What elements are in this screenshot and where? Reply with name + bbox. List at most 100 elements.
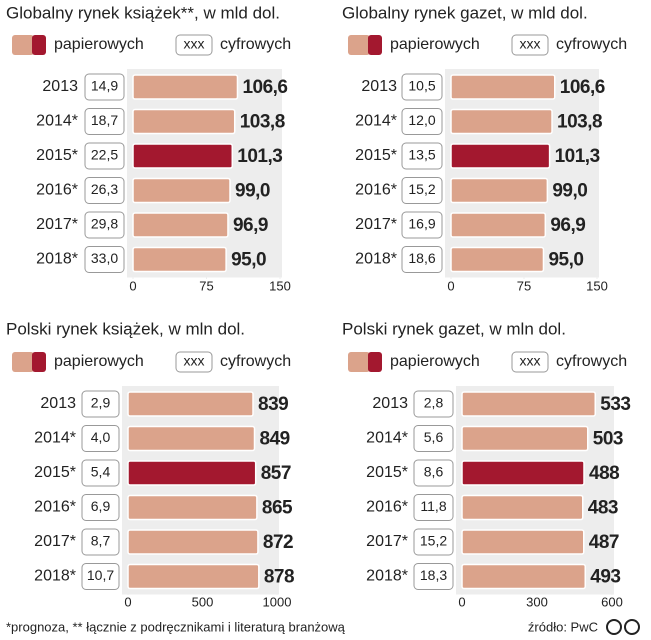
digital-box [401,177,443,204]
plot-background [445,69,599,278]
digital-box [81,563,120,590]
year-label: 2017* [36,216,78,233]
bar [450,143,551,169]
bar [127,529,259,555]
bar [132,143,234,169]
value-label: 103,8 [557,112,602,133]
legend-label: cyfrowych [556,36,627,53]
year-label: 2015* [34,464,76,481]
year-label: 2018* [36,251,78,268]
digital-box [413,528,454,556]
legend-swatch [32,35,46,55]
bar [132,177,231,204]
legend-sample: xxx [184,36,205,52]
year-label: 2016* [34,499,76,516]
bar [461,425,589,452]
panel: Polski rynek książek, w mln dol. papierow… [6,319,295,609]
footnote: *prognoza, ** łącznie z podręcznikami i … [6,619,346,634]
digital-value: 15,2 [408,181,435,197]
year-label: 2013 [372,395,408,412]
digital-box [413,425,454,452]
digital-value: 18,3 [420,567,447,583]
value-label: 99,0 [552,181,587,202]
digital-box [84,246,125,273]
bar [461,460,585,486]
value-label: 95,0 [548,250,583,271]
chart-title: Globalny rynek książek**, w mld dol. [6,3,280,22]
digital-value: 13,5 [408,147,435,163]
year-label: 2018* [366,568,408,585]
cc-logo [606,619,640,635]
year-label: 2018* [34,568,76,585]
legend-label: papierowych [390,36,480,53]
digital-value: 22,5 [91,147,118,163]
digital-box [84,177,125,204]
value-label: 503 [593,429,623,450]
digital-value: 29,8 [91,216,118,232]
digital-value: 4,0 [91,429,111,445]
digital-box [81,390,120,418]
legend-label: papierowych [54,36,144,53]
value-label: 839 [258,394,288,415]
digital-box [401,246,443,273]
digital-box [81,459,120,487]
x-tick-label: 75 [517,278,531,293]
bar [132,246,227,273]
bar [450,246,545,273]
digital-value: 8,7 [91,533,111,549]
x-tick-label: 600 [601,594,623,609]
digital-box [81,528,120,556]
panel: Polski rynek gazet, w mln dol. papierowyc… [342,319,631,609]
x-tick-label: 0 [458,594,465,609]
plot-background [122,386,279,595]
bar [132,108,236,135]
value-label: 865 [262,498,293,519]
year-label: 2016* [366,499,408,516]
digital-box [81,425,120,452]
legend-box [175,34,213,56]
value-label: 849 [260,429,290,450]
bar [461,529,585,555]
digital-box [401,108,443,135]
bar [450,108,553,135]
digital-value: 8,6 [424,464,444,480]
digital-box [84,142,125,170]
bar [461,391,596,417]
legend-box [511,351,549,373]
bar [461,563,586,590]
year-label: 2017* [34,533,76,550]
value-label: 96,9 [550,215,585,236]
chart-title: Globalny rynek gazet, w mld dol. [342,3,588,22]
bar [127,391,254,417]
legend-label: papierowych [390,353,480,370]
digital-value: 18,6 [408,250,435,266]
value-label: 106,6 [242,77,287,98]
digital-value: 10,7 [87,567,114,583]
x-tick-label: 75 [199,278,213,293]
year-label: 2013 [40,395,76,412]
panel: Globalny rynek gazet, w mld dol. papierow… [342,3,627,293]
legend-swatch [12,352,34,372]
bar [127,494,258,521]
panel: Globalny rynek książek**, w mld dol. papi… [6,3,291,293]
digital-value: 6,9 [91,498,111,514]
x-tick-label: 500 [192,594,214,609]
legend-box [511,34,549,56]
legend-sample: xxx [520,353,541,369]
x-tick-label: 300 [526,594,548,609]
year-label: 2015* [36,147,78,164]
year-label: 2013 [361,78,397,95]
value-label: 493 [590,567,620,588]
digital-box [81,494,120,521]
year-label: 2014* [366,430,408,447]
value-label: 533 [600,394,630,415]
plot-background [456,386,614,595]
value-label: 99,0 [235,181,270,202]
value-label: 857 [261,463,291,484]
year-label: 2014* [34,430,76,447]
bar [127,425,256,452]
legend-swatch [368,352,382,372]
year-label: 2017* [355,216,397,233]
legend-swatch [32,352,46,372]
digital-box [413,494,454,521]
